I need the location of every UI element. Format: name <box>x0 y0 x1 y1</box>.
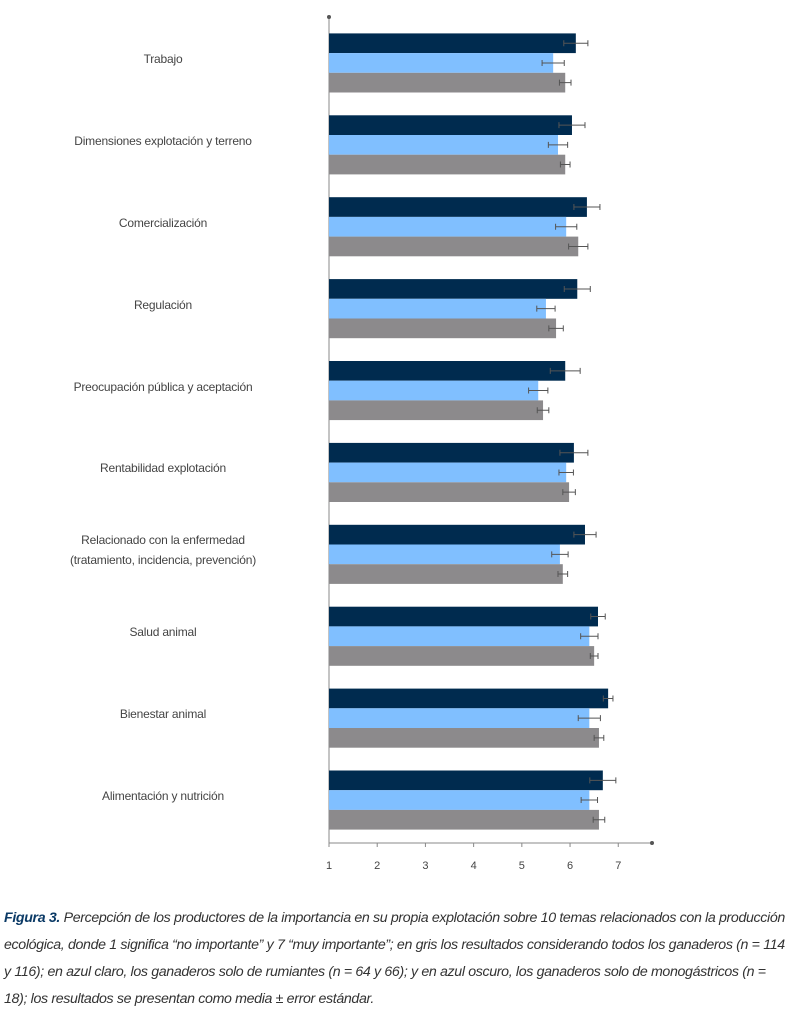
y-tick-label: Salud animal <box>129 625 197 640</box>
bar <box>329 135 558 155</box>
bar <box>329 279 578 299</box>
bar <box>329 33 576 54</box>
error-bar <box>589 777 617 784</box>
y-tick-label: Comercialización <box>118 215 208 230</box>
error-bar <box>541 59 565 66</box>
y-tick-label: Dimensiones explotación y terreno <box>74 133 252 148</box>
error-bar <box>573 204 601 211</box>
caption: Figura 3. Percepción de los productores … <box>4 905 789 1013</box>
bar <box>329 197 587 217</box>
x-tick-label: 7 <box>615 860 621 872</box>
x-tick-label: 2 <box>374 860 380 872</box>
bar <box>329 72 566 93</box>
error-bar <box>558 122 586 129</box>
error-bar <box>592 816 606 823</box>
error-bar <box>559 161 571 168</box>
x-tick-label: 1 <box>326 860 332 872</box>
bar <box>329 809 599 830</box>
error-bar <box>547 141 569 148</box>
bar <box>329 708 590 728</box>
bar <box>329 544 560 565</box>
bar <box>329 442 574 463</box>
y-tick-label: Regulación <box>133 297 193 312</box>
error-bar <box>568 243 589 250</box>
error-bar <box>528 387 549 394</box>
bar <box>329 524 585 545</box>
error-bar <box>590 613 606 620</box>
y-tick-label: Trabajo <box>143 51 183 66</box>
error-bar <box>551 551 569 558</box>
bar <box>329 154 566 175</box>
error-bar <box>589 652 599 659</box>
x-tick-label: 5 <box>519 860 525 872</box>
bar <box>329 606 599 627</box>
bar <box>329 770 603 791</box>
error-bar <box>593 734 605 741</box>
error-bar <box>580 633 599 640</box>
axis-end <box>327 15 331 19</box>
bar <box>329 728 599 748</box>
bar <box>329 400 544 421</box>
y-tick-label: Relacionado con la enfermedad (tratamien… <box>69 533 257 568</box>
error-bar <box>549 367 581 374</box>
error-bar <box>536 305 556 312</box>
bar <box>329 646 595 666</box>
x-tick-label: 6 <box>567 860 573 872</box>
error-bar <box>580 797 599 804</box>
error-bar <box>577 715 601 722</box>
bar <box>329 462 567 483</box>
bar <box>329 626 590 647</box>
bar <box>329 298 546 319</box>
error-bar <box>558 79 572 86</box>
chart: 1 2 3 4 5 6 7 <box>326 15 654 872</box>
bar <box>329 688 609 709</box>
axis-end <box>650 841 654 845</box>
y-tick-label: Preocupación pública y aceptación <box>73 379 253 394</box>
y-tick-label: Rentabilidad explotación <box>100 461 226 476</box>
bar <box>329 380 539 401</box>
error-bar <box>573 531 597 538</box>
bar <box>329 53 554 73</box>
bar <box>329 216 567 237</box>
bar <box>329 318 557 339</box>
error-bar <box>602 695 614 702</box>
error-bar <box>558 469 574 476</box>
bar <box>329 790 590 810</box>
bar <box>329 482 570 502</box>
error-bar <box>563 285 591 292</box>
x-tick-label: 3 <box>422 860 428 872</box>
error-bar <box>563 40 589 47</box>
error-bar <box>559 449 589 456</box>
x-tick-label: 4 <box>471 860 477 872</box>
error-bar <box>548 325 564 332</box>
error-bar <box>557 571 569 578</box>
bar <box>329 564 563 584</box>
caption-label: Figura 3. <box>4 910 60 926</box>
error-bar <box>562 489 576 496</box>
y-tick-label: Alimentación y nutrición <box>102 789 224 804</box>
caption-text: Percepción de los productores de la impo… <box>4 910 785 1007</box>
error-bar <box>536 407 550 414</box>
bar <box>329 115 572 135</box>
error-bar <box>555 223 578 230</box>
y-tick-label: Bienestar animal <box>119 707 207 722</box>
bar <box>329 236 579 257</box>
bar <box>329 361 566 381</box>
